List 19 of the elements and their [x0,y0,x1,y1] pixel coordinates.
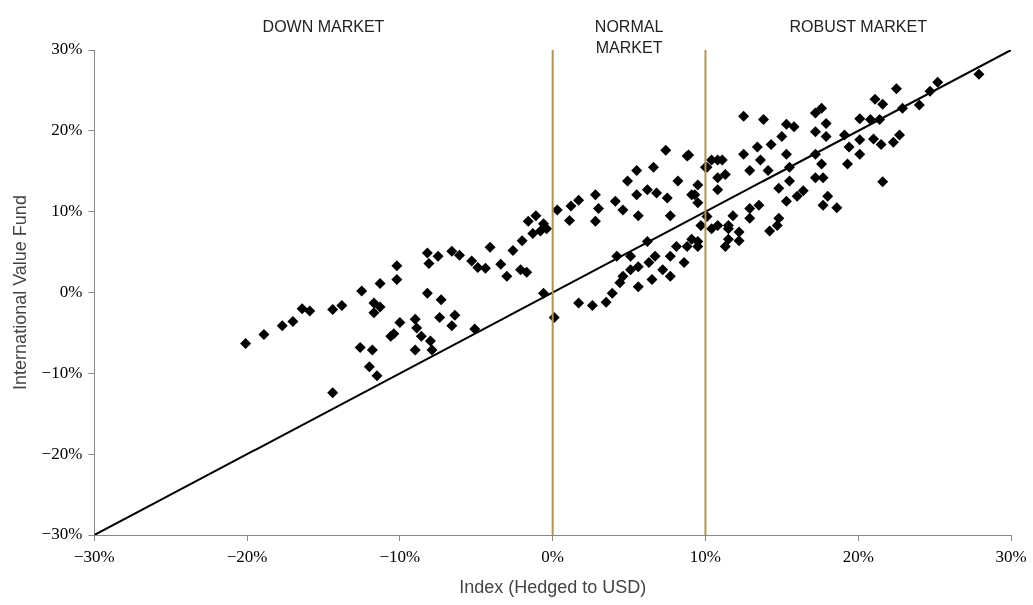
x-tick-label: −10% [379,546,421,566]
y-tick-label: 30% [51,39,83,59]
x-tick-label: 30% [995,546,1027,566]
y-tick-label: −30% [41,524,83,544]
y-tick-label: 10% [51,201,83,221]
x-tick-label: 10% [689,546,722,566]
y-tick-label: 0% [59,281,83,301]
x-axis-title: Index (Hedged to USD) [459,577,647,598]
text: DOWN MARKET [262,18,385,35]
text: ROBUST MARKET [789,18,928,35]
x-tick-label: 20% [842,546,874,566]
y-axis-title: International Value Fund [9,195,30,390]
y-tick-label: −10% [41,362,83,382]
y-tick-label: −20% [41,443,83,463]
annotation: NORMAL MARKET [594,18,664,56]
x-tick-label: 0% [541,546,565,566]
x-tick-label: −30% [73,546,115,566]
y-tick-label: 20% [51,120,83,140]
x-tick-label: −20% [226,546,268,566]
